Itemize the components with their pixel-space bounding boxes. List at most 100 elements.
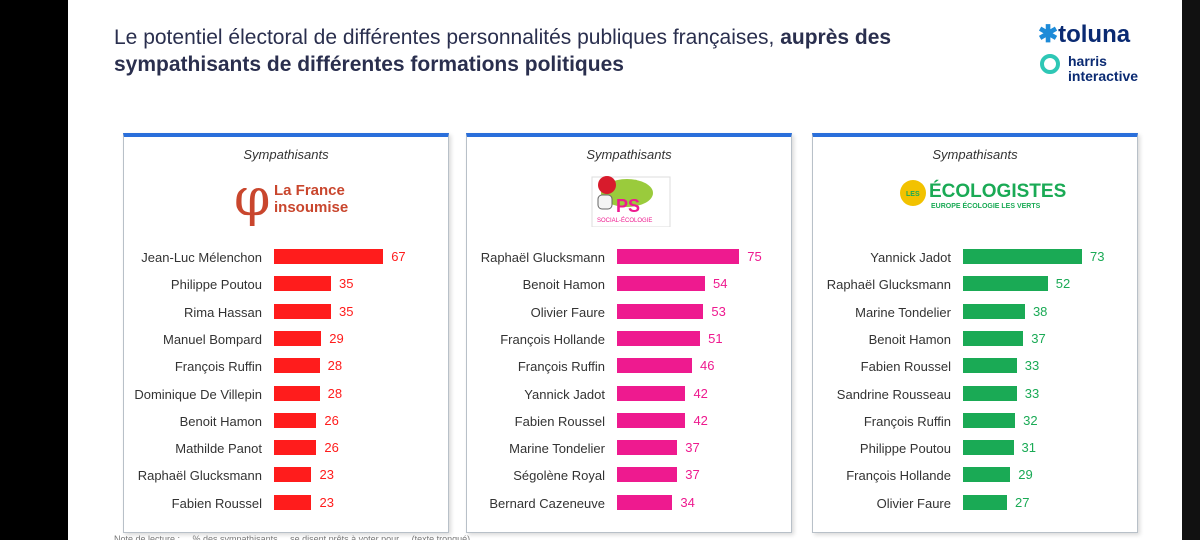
panel-lfi: Sympathisants φ La France insoumise Jean… <box>123 133 449 533</box>
category-label: Fabien Roussel <box>514 413 605 429</box>
data-label: 53 <box>711 303 726 319</box>
bar-row: Fabien Roussel 33 <box>813 353 1137 380</box>
category-label: François Hollande <box>500 331 605 347</box>
bar-row: Marine Tondelier 38 <box>813 299 1137 326</box>
bar <box>963 385 1017 401</box>
data-label: 38 <box>1032 303 1048 319</box>
data-label: 32 <box>1023 412 1038 428</box>
bar <box>274 330 322 346</box>
bar <box>274 358 320 374</box>
bar <box>274 303 332 319</box>
bar <box>274 249 384 264</box>
harris-ring-icon <box>1040 54 1060 74</box>
category-label: Philippe Poutou <box>859 441 951 457</box>
category-label: Ségolène Royal <box>513 468 605 484</box>
data-label: 42 <box>693 385 708 401</box>
data-label: 26 <box>324 412 339 428</box>
bar-row: Benoit Hamon 37 <box>813 326 1137 353</box>
bar <box>963 358 1017 374</box>
lfi-logo: φ La France insoumise <box>124 168 448 228</box>
data-label: 52 <box>1055 276 1071 292</box>
bar-row: Fabien Roussel 42 <box>467 408 791 435</box>
ps-logo-text: PS <box>616 196 640 216</box>
bar-row: Raphaël Glucksmann 52 <box>813 271 1137 298</box>
eco-logo-text: ÉCOLOGISTES <box>929 180 1066 202</box>
category-label: Benoit Hamon <box>868 331 951 347</box>
bar-row: Benoit Hamon 54 <box>467 271 791 298</box>
bar-row: Mathilde Panot 26 <box>124 435 448 462</box>
data-label: 29 <box>329 330 344 346</box>
data-label: 42 <box>693 412 708 428</box>
bar <box>617 330 701 346</box>
bar-row: Marine Tondelier 37 <box>467 435 791 462</box>
category-label: Yannick Jadot <box>524 386 605 402</box>
bar-row: François Hollande 29 <box>813 462 1137 489</box>
harris-interactive-wordmark: harris interactive <box>1068 54 1138 84</box>
category-label: Marine Tondelier <box>509 441 605 457</box>
bar-row: Philippe Poutou 35 <box>124 271 448 298</box>
panel-eco: Sympathisants LES ÉCOLOGISTES EUROPE ÉCO… <box>812 133 1138 533</box>
data-label: 35 <box>339 303 354 319</box>
panel-subtitle: Sympathisants <box>932 147 1018 162</box>
page-title: Le potentiel électoral de différentes pe… <box>114 24 994 78</box>
bar <box>963 303 1025 319</box>
data-label: 37 <box>1031 330 1046 346</box>
panel-subtitle: Sympathisants <box>243 147 329 162</box>
bar <box>617 440 678 456</box>
bar <box>617 249 740 264</box>
category-label: Manuel Bompard <box>163 331 262 347</box>
data-label: 33 <box>1024 385 1040 401</box>
bar-row: Ségolène Royal 37 <box>467 462 791 489</box>
category-label: Mathilde Panot <box>175 441 262 457</box>
bar-row: Jean-Luc Mélenchon 67 <box>124 244 448 271</box>
fist-icon <box>597 194 613 210</box>
slide: Le potentiel électoral de différentes pe… <box>68 0 1182 540</box>
category-label: François Ruffin <box>174 359 262 375</box>
panel-subtitle: Sympathisants <box>586 147 672 162</box>
bar <box>963 330 1024 346</box>
bar-row: Sandrine Rousseau 33 <box>813 381 1137 408</box>
category-label: Yannick Jadot <box>870 250 951 265</box>
data-label: 23 <box>319 467 334 483</box>
bar <box>617 276 706 292</box>
data-label: 46 <box>699 358 715 374</box>
lfi-logo-svg: φ La France insoumise <box>234 168 348 228</box>
toluna-wordmark: toluna <box>1058 21 1131 48</box>
category-label: Philippe Poutou <box>170 277 262 293</box>
bar <box>274 440 317 456</box>
data-label: 28 <box>327 358 343 374</box>
category-label: Olivier Faure <box>876 495 951 511</box>
category-label: Raphaël Glucksmann <box>826 277 951 293</box>
bar <box>274 467 312 483</box>
category-label: Fabien Roussel <box>171 495 262 511</box>
category-label: Raphaël Glucksmann <box>137 468 262 484</box>
bar <box>963 467 1011 483</box>
bar-row: François Ruffin 28 <box>124 353 448 380</box>
bar-row: Dominique De Villepin 28 <box>124 381 448 408</box>
data-label: 75 <box>747 249 762 264</box>
data-label: 28 <box>327 385 343 401</box>
category-label: Olivier Faure <box>530 304 605 320</box>
data-label: 54 <box>713 276 728 292</box>
ps-logo-tagline: SOCIAL-ÉCOLOGIE <box>597 217 652 224</box>
data-label: 37 <box>685 467 700 483</box>
category-label: Bernard Cazeneuve <box>489 495 605 511</box>
title-regular: Le potentiel électoral de différentes pe… <box>114 26 781 49</box>
bar <box>617 385 686 401</box>
bar-row: Rima Hassan 35 <box>124 299 448 326</box>
category-label: Benoit Hamon <box>522 277 605 293</box>
bar-row: François Hollande 51 <box>467 326 791 353</box>
toluna-logo: ✱toluna <box>1038 21 1131 48</box>
bar <box>963 412 1016 428</box>
bar <box>274 276 332 292</box>
bar-row: Manuel Bompard 29 <box>124 326 448 353</box>
rose-icon <box>598 176 616 194</box>
bar-row: Yannick Jadot 42 <box>467 381 791 408</box>
category-label: François Hollande <box>846 468 951 484</box>
bar-row: Yannick Jadot 73 <box>813 244 1137 271</box>
bar <box>274 385 320 401</box>
bar-row: Benoit Hamon 26 <box>124 408 448 435</box>
bar-row: Olivier Faure 27 <box>813 490 1137 517</box>
bar <box>963 494 1007 510</box>
category-label: François Ruffin <box>517 359 605 375</box>
